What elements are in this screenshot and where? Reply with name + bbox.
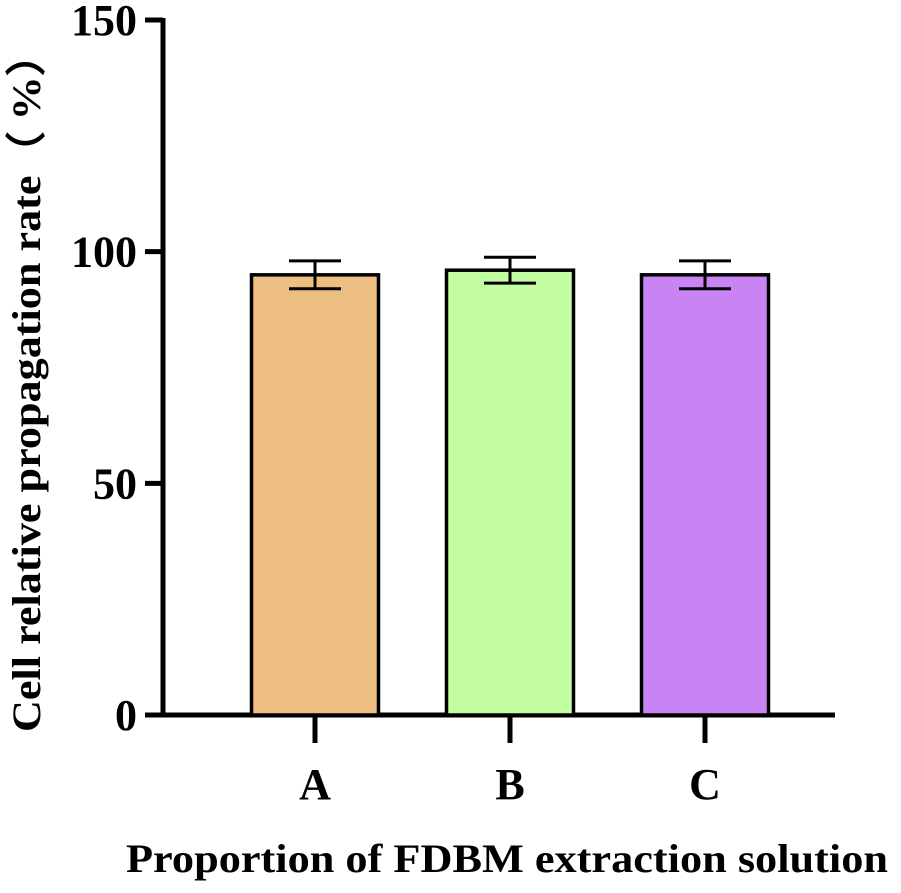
x-tick-label: C (689, 760, 721, 809)
bar-c (639, 273, 771, 717)
y-tick-label: 150 (71, 0, 137, 45)
bar-b (444, 268, 576, 717)
y-axis-title: Cell relative propagation rate（ %） (4, 32, 49, 732)
y-tick-label: 50 (93, 459, 137, 508)
x-axis-ticks: A B C (299, 715, 721, 809)
x-tick-label: A (299, 760, 331, 809)
y-tick-label: 0 (115, 691, 137, 740)
x-tick-label: B (495, 760, 524, 809)
y-axis-ticks: 0 50 100 150 (71, 0, 163, 740)
bar-a (249, 273, 381, 717)
x-axis-title: Proportion of FDBM extraction solution (126, 836, 888, 881)
bars (249, 268, 771, 717)
y-tick-label: 100 (71, 228, 137, 277)
error-bars (289, 255, 731, 291)
